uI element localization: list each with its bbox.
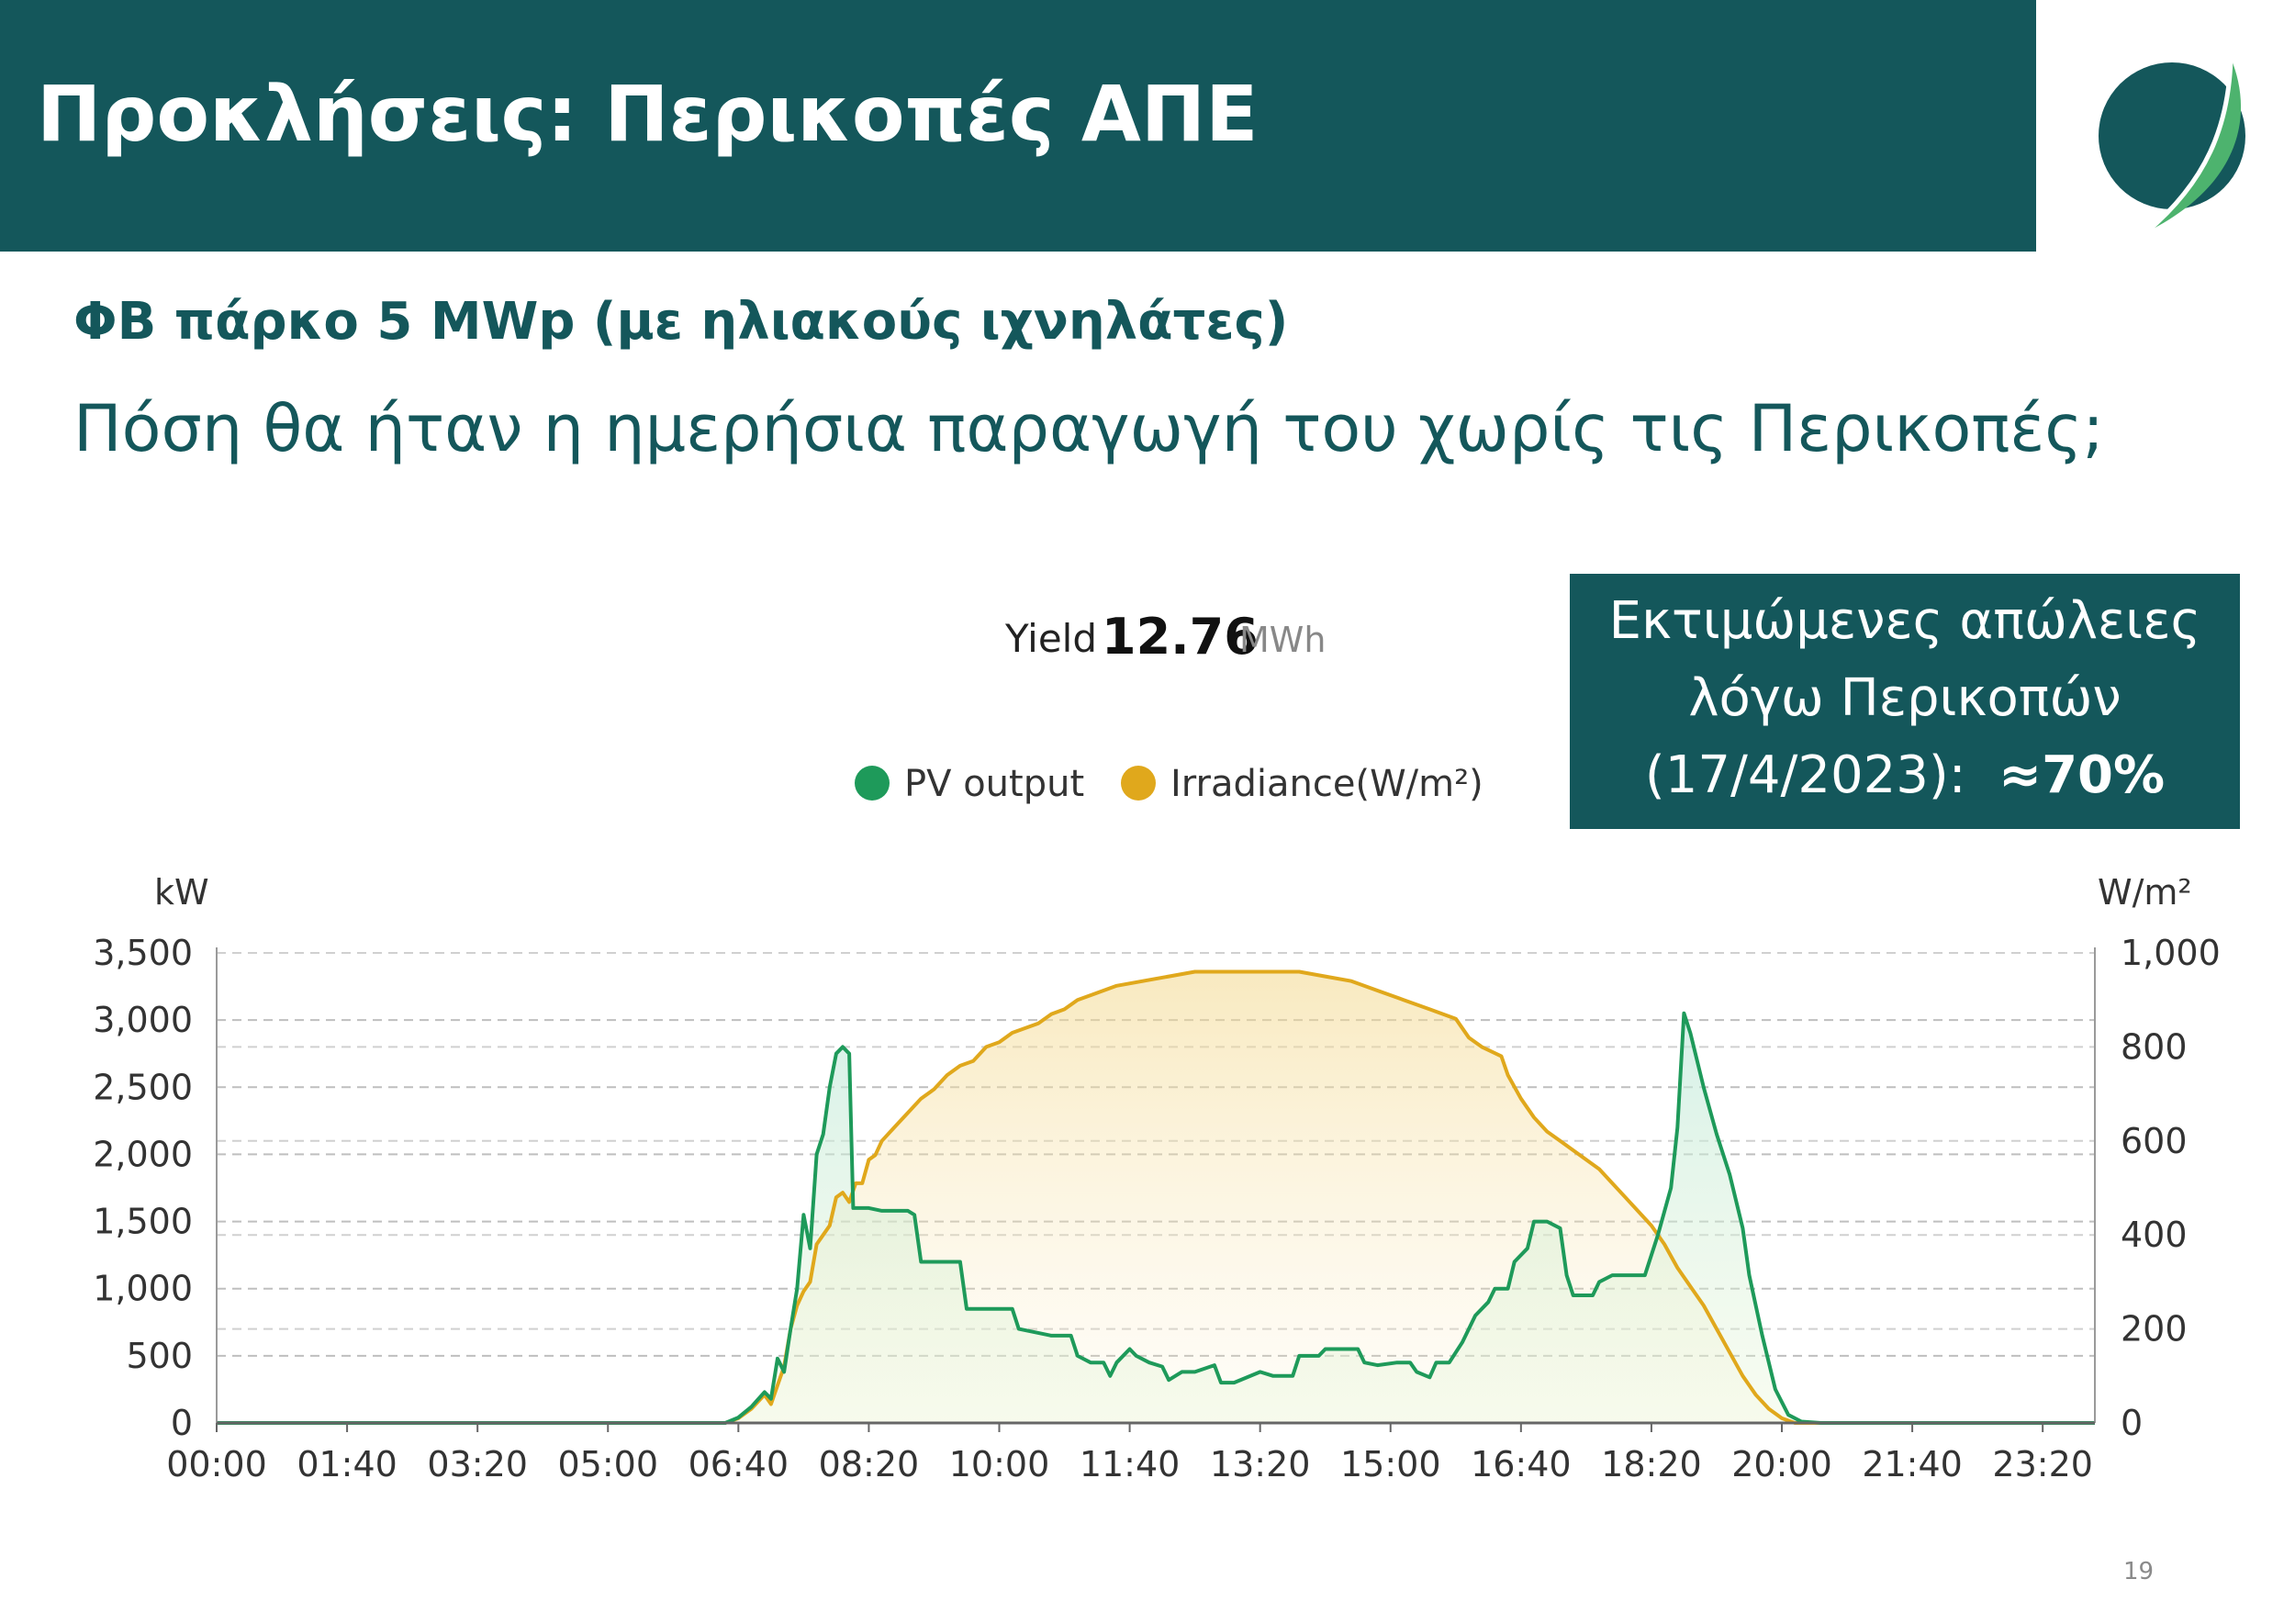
x-tick-label: 18:20 [1601, 1444, 1702, 1484]
x-tick-label: 10:00 [949, 1444, 1050, 1484]
series-line-irradiance [217, 969, 2095, 1425]
x-tick-label: 05:00 [557, 1444, 658, 1484]
x-tick-label: 15:00 [1340, 1444, 1441, 1484]
loss-box-line-1: Εκτιμώμενες απώλειες [1608, 591, 2201, 651]
tick-labels: 3,500 3,000 2,500 2,000 1,500 1,000 500 0 1,000 8… [93, 933, 2221, 1484]
legend-irradiance-label[interactable]: Irradiance(W/m²) [1170, 763, 1483, 805]
legend-pv-marker[interactable] [855, 766, 890, 801]
series-lines [217, 969, 2095, 1425]
y-right-tick-label: 200 [2121, 1309, 2188, 1350]
yield-label: Yield [1004, 616, 1097, 661]
x-tick-label: 11:40 [1080, 1444, 1181, 1484]
x-tick-label: 23:20 [1992, 1444, 2093, 1484]
y-left-tick-label: 500 [126, 1336, 193, 1376]
legend-irradiance-marker[interactable] [1121, 766, 1156, 801]
axes [216, 947, 2096, 1432]
legend-pv-label[interactable]: PV output [904, 763, 1084, 805]
slide-title: Προκλήσεις: Περικοπές ΑΠΕ [37, 69, 1259, 159]
y-left-tick-label: 1,500 [93, 1202, 193, 1242]
x-tick-label: 03:20 [427, 1444, 528, 1484]
header-band: Προκλήσεις: Περικοπές ΑΠΕ [0, 0, 2036, 252]
x-tick-label: 16:40 [1471, 1444, 1572, 1484]
area-fills [217, 971, 2095, 1423]
y-right-tick-label: 1,000 [2121, 933, 2221, 973]
loss-box-date: (17/4/2023): [1644, 745, 1999, 805]
legend: PV output Irradiance(W/m²) [855, 763, 1483, 805]
x-tick-label: 20:00 [1731, 1444, 1832, 1484]
x-tick-label: 06:40 [688, 1444, 789, 1484]
y-left-axis-label: kW [154, 872, 209, 913]
y-right-tick-label: 600 [2121, 1121, 2188, 1161]
y-right-axis-label: W/m² [2098, 872, 2192, 913]
series-area-pv-output [217, 1013, 2095, 1423]
loss-box-line-3: (17/4/2023): ≈70% [1570, 737, 2240, 814]
y-right-tick-label: 0 [2121, 1403, 2143, 1443]
y-right-tick-label: 400 [2121, 1215, 2188, 1255]
loss-box-line-2: λόγω Περικοπών [1688, 668, 2121, 728]
leaf-logo-icon [2099, 57, 2245, 234]
y-left-tick-label: 1,000 [93, 1269, 193, 1309]
x-tick-label: 01:40 [297, 1444, 397, 1484]
loss-estimate-box: Εκτιμώμενες απώλειες λόγω Περικοπών (17/… [1570, 574, 2240, 829]
x-tick-label: 21:40 [1862, 1444, 1963, 1484]
series-line-pv-output [217, 1011, 2095, 1425]
page-number: 19 [2123, 1558, 2155, 1585]
question: Πόση θα ήταν η ημερήσια παραγωγή του χωρ… [73, 391, 2104, 466]
x-tick-label: 08:20 [819, 1444, 920, 1484]
y-left-tick-label: 2,000 [93, 1134, 193, 1174]
x-tick-label: 13:20 [1210, 1444, 1311, 1484]
yield-value: 12.76 [1102, 608, 1259, 666]
y-left-tick-label: 0 [171, 1403, 193, 1443]
loss-percentage: ≈70% [1998, 745, 2166, 805]
y-left-tick-label: 3,500 [93, 933, 193, 973]
chart: Yield 12.76 MWh PV output Irradiance(W/m… [93, 608, 2221, 1484]
subtitle: ΦΒ πάρκο 5 MWp (με ηλιακούς ιχνηλάτες) [73, 292, 1289, 352]
x-tick-label: 00:00 [166, 1444, 267, 1484]
y-left-tick-label: 2,500 [93, 1067, 193, 1107]
y-left-tick-label: 3,000 [93, 1000, 193, 1040]
y-right-tick-label: 800 [2121, 1026, 2188, 1067]
yield-unit: MWh [1239, 620, 1326, 660]
yield-readout: Yield 12.76 MWh [1004, 608, 1326, 666]
